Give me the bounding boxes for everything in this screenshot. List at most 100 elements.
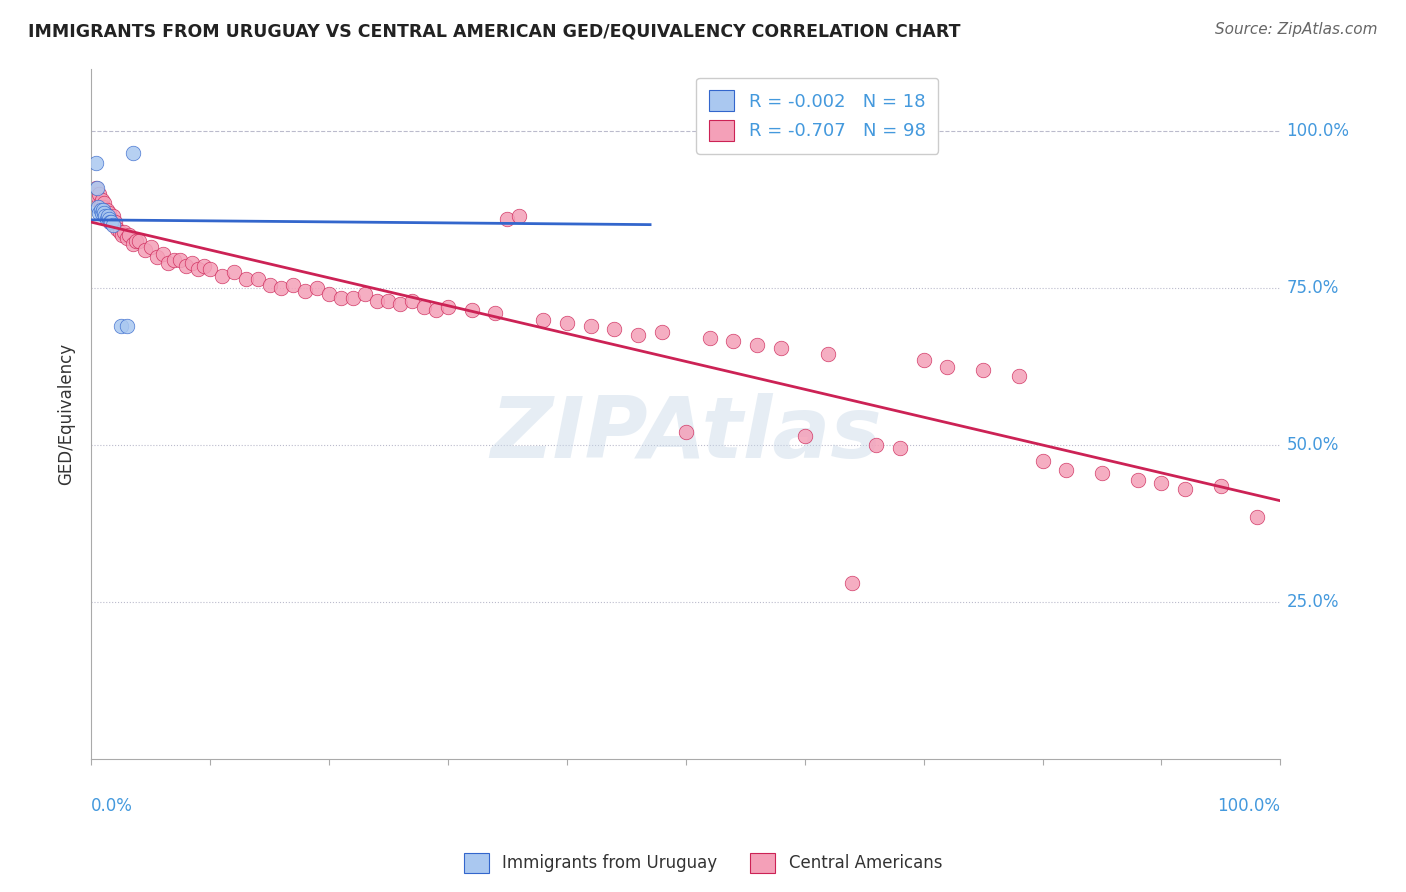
Point — [181, 256, 204, 270]
Point — [270, 281, 292, 295]
Point — [283, 278, 305, 293]
Point — [198, 262, 221, 277]
Point — [145, 250, 167, 264]
Point — [86, 180, 108, 194]
Point — [555, 316, 578, 330]
Legend: R = -0.002   N = 18, R = -0.707   N = 98: R = -0.002 N = 18, R = -0.707 N = 98 — [696, 78, 938, 153]
Point — [579, 318, 602, 333]
Point — [114, 225, 136, 239]
Point — [100, 212, 122, 227]
Point — [91, 202, 114, 217]
Point — [318, 287, 340, 301]
Point — [87, 190, 110, 204]
Text: 100.0%: 100.0% — [1218, 797, 1281, 814]
Text: 100.0%: 100.0% — [1286, 122, 1350, 140]
Point — [793, 428, 815, 442]
Point — [627, 328, 650, 343]
Point — [83, 187, 105, 202]
Text: 75.0%: 75.0% — [1286, 279, 1339, 297]
Point — [1174, 482, 1197, 496]
Point — [936, 359, 959, 374]
Point — [294, 285, 316, 299]
Point — [163, 252, 186, 267]
Point — [413, 300, 436, 314]
Point — [865, 438, 887, 452]
Point — [90, 202, 112, 217]
Point — [389, 297, 412, 311]
Point — [1054, 463, 1077, 477]
Point — [111, 227, 134, 242]
Legend: Immigrants from Uruguay, Central Americans: Immigrants from Uruguay, Central America… — [457, 847, 949, 880]
Point — [1126, 473, 1149, 487]
Point — [1246, 510, 1268, 524]
Point — [169, 252, 191, 267]
Point — [96, 202, 118, 217]
Point — [377, 293, 399, 308]
Point — [101, 209, 124, 223]
Point — [1150, 475, 1173, 490]
Point — [104, 215, 127, 229]
Point — [87, 200, 110, 214]
Point — [101, 219, 124, 233]
Point — [307, 281, 329, 295]
Point — [98, 206, 121, 220]
Point — [1008, 369, 1031, 384]
Point — [174, 259, 197, 273]
Point — [115, 318, 138, 333]
Point — [97, 209, 120, 223]
Point — [353, 287, 375, 301]
Point — [723, 334, 745, 349]
Point — [342, 291, 364, 305]
Point — [94, 209, 117, 223]
Point — [437, 300, 460, 314]
Point — [484, 306, 506, 320]
Point — [193, 259, 215, 273]
Point — [86, 194, 108, 208]
Point — [110, 318, 132, 333]
Point — [103, 219, 125, 233]
Point — [246, 271, 269, 285]
Point — [97, 209, 120, 223]
Point — [769, 341, 792, 355]
Point — [90, 206, 112, 220]
Text: 25.0%: 25.0% — [1286, 593, 1339, 611]
Point — [366, 293, 388, 308]
Point — [1031, 453, 1053, 467]
Point — [157, 256, 180, 270]
Point — [817, 347, 839, 361]
Point — [93, 196, 115, 211]
Text: Source: ZipAtlas.com: Source: ZipAtlas.com — [1215, 22, 1378, 37]
Point — [508, 209, 530, 223]
Point — [105, 221, 128, 235]
Point — [889, 441, 911, 455]
Point — [745, 337, 768, 351]
Point — [460, 303, 482, 318]
Point — [125, 234, 148, 248]
Point — [115, 231, 138, 245]
Point — [259, 278, 281, 293]
Point — [699, 331, 721, 345]
Point — [121, 237, 143, 252]
Point — [496, 212, 519, 227]
Point — [134, 244, 156, 258]
Point — [98, 215, 121, 229]
Point — [1091, 467, 1114, 481]
Text: 50.0%: 50.0% — [1286, 436, 1339, 454]
Point — [1209, 479, 1232, 493]
Point — [93, 206, 115, 220]
Point — [121, 146, 143, 161]
Point — [100, 215, 122, 229]
Point — [98, 212, 121, 227]
Point — [675, 425, 697, 440]
Point — [90, 196, 112, 211]
Point — [94, 206, 117, 220]
Point — [128, 234, 150, 248]
Point — [139, 240, 162, 254]
Point — [222, 265, 245, 279]
Point — [108, 225, 131, 239]
Point — [98, 215, 121, 229]
Point — [425, 303, 447, 318]
Point — [96, 212, 118, 227]
Point — [118, 227, 141, 242]
Point — [91, 200, 114, 214]
